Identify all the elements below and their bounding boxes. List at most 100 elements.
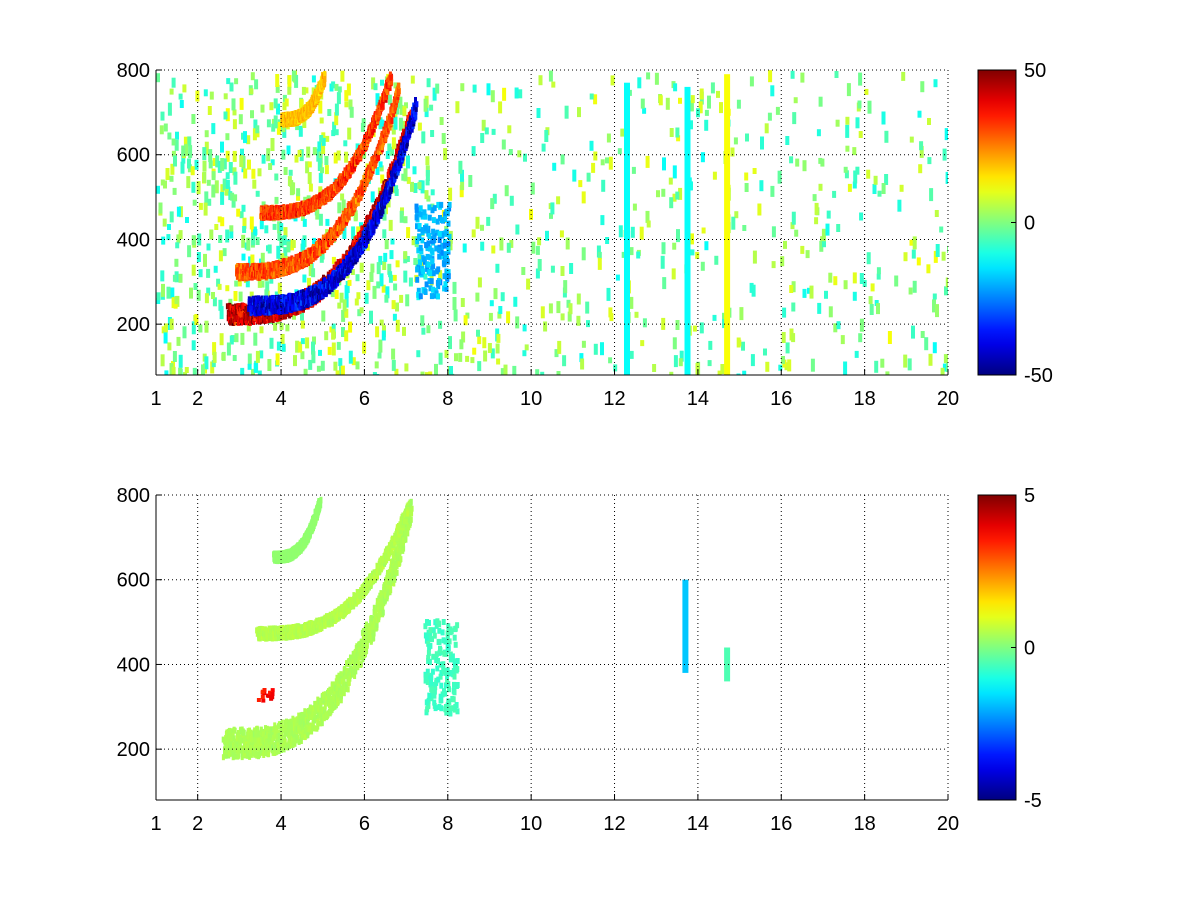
heatmap-cell xyxy=(608,156,613,170)
heatmap-cell xyxy=(540,306,545,319)
heatmap-cell xyxy=(872,184,877,194)
heatmap-cell xyxy=(404,363,409,372)
heatmap-cell xyxy=(161,326,166,334)
heatmap-cell xyxy=(424,372,429,375)
heatmap-cell xyxy=(395,102,400,115)
heatmap-cell xyxy=(439,117,444,125)
heatmap-cell xyxy=(381,330,386,341)
heatmap-cell xyxy=(675,320,680,330)
heatmap-cell xyxy=(270,138,275,151)
heatmap-cell xyxy=(204,293,209,304)
heatmap-cell xyxy=(346,266,350,273)
heatmap-cell xyxy=(444,349,449,358)
heatmap-cell xyxy=(822,241,826,248)
heatmap-cell xyxy=(229,335,234,345)
heatmap-cell xyxy=(375,374,380,375)
heatmap-cell xyxy=(676,135,681,142)
heatmap-cell xyxy=(187,158,191,169)
heatmap-cell xyxy=(708,340,713,350)
heatmap-cell xyxy=(589,140,594,151)
heatmap-cell xyxy=(332,264,336,271)
heatmap-cell xyxy=(591,162,596,173)
heatmap-cell xyxy=(362,341,367,354)
heatmap-cell xyxy=(669,197,674,209)
heatmap-cell xyxy=(217,160,222,173)
heatmap-cell xyxy=(477,277,482,288)
heatmap-cell xyxy=(318,349,322,356)
heatmap-cell xyxy=(369,272,374,282)
heatmap-cell xyxy=(336,230,340,237)
heatmap-cell xyxy=(249,291,254,299)
heatmap-cell xyxy=(207,198,212,206)
heatmap-cell xyxy=(231,98,236,111)
heatmap-cell xyxy=(789,156,794,164)
heatmap-cell xyxy=(166,286,171,299)
heatmap-cell xyxy=(320,167,324,174)
heatmap-cell xyxy=(556,196,561,205)
heatmap-cell xyxy=(371,219,374,226)
heatmap-cell xyxy=(275,353,280,366)
heatmap-cell xyxy=(393,82,398,89)
heatmap-cell xyxy=(367,164,371,171)
heatmap-cell xyxy=(698,101,703,114)
heatmap-cell xyxy=(589,93,594,100)
heatmap-cell xyxy=(928,353,933,366)
heatmap-cell xyxy=(291,293,295,300)
heatmap-cell xyxy=(274,173,279,181)
heatmap-cell xyxy=(550,265,555,273)
heatmap-cell xyxy=(197,233,202,246)
heatmap-cell xyxy=(305,337,310,349)
heatmap-cell xyxy=(374,361,379,369)
heatmap-cell xyxy=(379,165,384,172)
heatmap-cell xyxy=(384,136,388,142)
heatmap-cell xyxy=(318,213,323,226)
heatmap-cell xyxy=(331,328,336,340)
heatmap-cell xyxy=(300,294,304,301)
heatmap-cell xyxy=(597,257,602,270)
heatmap-cell xyxy=(459,185,464,198)
heatmap-cell xyxy=(690,249,695,256)
heatmap-cell xyxy=(387,143,392,152)
heatmap-cell xyxy=(161,283,165,297)
heatmap-cell xyxy=(388,219,393,231)
heatmap-cell xyxy=(408,128,412,135)
heatmap-cell xyxy=(334,112,339,126)
heatmap-cell xyxy=(159,125,164,135)
heatmap-cell xyxy=(621,251,626,258)
heatmap-cell xyxy=(369,310,373,324)
heatmap-cell xyxy=(933,79,938,88)
heatmap-cell xyxy=(203,253,207,267)
heatmap-cell xyxy=(734,211,739,219)
heatmap-cell xyxy=(259,272,262,279)
heatmap-cell xyxy=(840,335,845,345)
heatmap-cell xyxy=(284,268,288,275)
heatmap-cell xyxy=(255,350,260,363)
heatmap-cell xyxy=(784,362,789,371)
heatmap-cell xyxy=(401,173,406,181)
heatmap-cell xyxy=(461,331,466,343)
heatmap-cell xyxy=(244,319,248,326)
heatmap-cell xyxy=(225,303,229,310)
heatmap-cell xyxy=(156,292,161,301)
heatmap-cell xyxy=(261,154,266,164)
heatmap-cell xyxy=(460,179,465,191)
heatmap-cell xyxy=(264,289,269,297)
heatmap-cell xyxy=(167,102,172,116)
heatmap-cell xyxy=(307,298,311,305)
heatmap-cell xyxy=(382,229,387,239)
heatmap-cell xyxy=(265,281,270,292)
heatmap-cell xyxy=(538,75,543,86)
heatmap-cell xyxy=(171,366,176,375)
heatmap-cell xyxy=(646,220,651,228)
heatmap-cell xyxy=(250,72,255,81)
heatmap-cell xyxy=(742,370,747,375)
heatmap-cell xyxy=(283,227,288,238)
heatmap-cell xyxy=(631,166,636,174)
heatmap-cell xyxy=(299,149,304,162)
heatmap-cell xyxy=(390,186,394,192)
heatmap-cell xyxy=(678,97,682,104)
heatmap-cell xyxy=(800,72,805,83)
heatmap-cell xyxy=(843,166,848,173)
heatmap-cell xyxy=(778,364,783,371)
heatmap-cell xyxy=(267,316,271,323)
